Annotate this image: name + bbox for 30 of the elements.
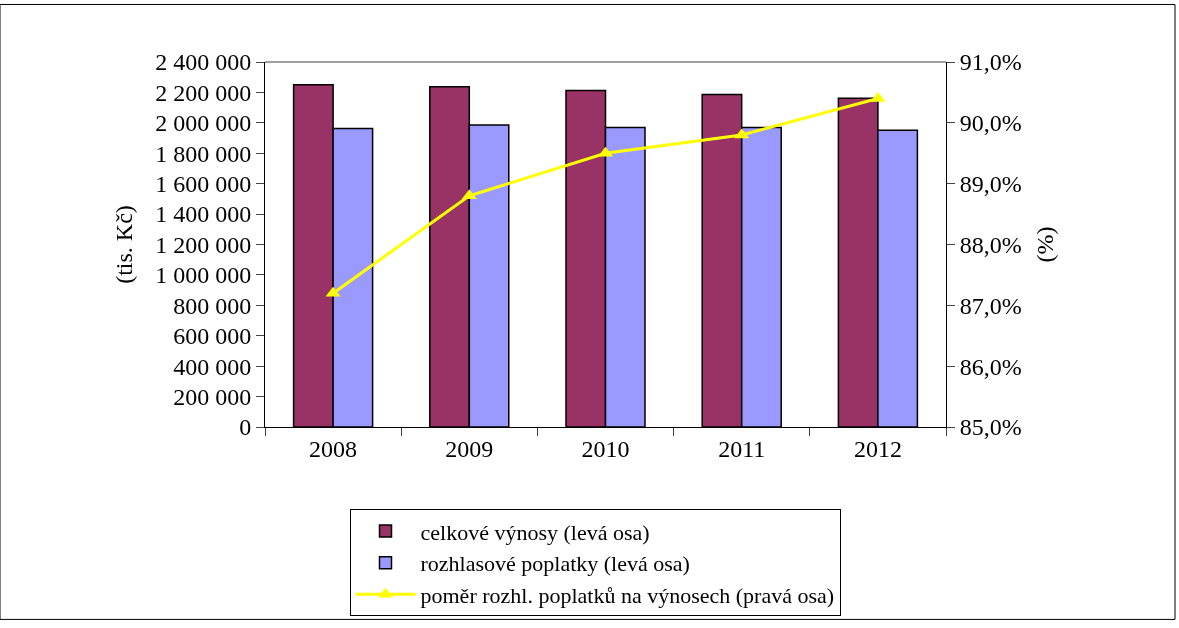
y2-tick-label: 91,0% — [959, 49, 1022, 76]
y-tick-label: 600 000 — [173, 323, 252, 350]
y2-tick-label: 86,0% — [959, 353, 1022, 380]
y-tick-label: 1 800 000 — [155, 140, 252, 167]
y-tick-label: 1 200 000 — [155, 231, 252, 258]
y2-tick-label: 87,0% — [959, 292, 1022, 319]
x-tick-label: 2011 — [718, 435, 766, 462]
legend-label: celkové výnosy (levá osa) — [420, 519, 650, 545]
y-tick-label: 800 000 — [173, 292, 252, 319]
y2-axis-title: (%) — [1032, 226, 1059, 263]
y2-tick-label: 85,0% — [959, 414, 1022, 441]
legend-label: poměr rozhl. poplatků na výnosech (pravá osa) — [420, 582, 835, 608]
y-tick-label: 1 600 000 — [155, 171, 252, 198]
y-tick-label: 400 000 — [173, 353, 252, 380]
y-tick-label: 2 000 000 — [155, 110, 252, 137]
y-tick-label: 1 400 000 — [155, 201, 252, 228]
y2-tick-label: 90,0% — [959, 110, 1022, 137]
legend-label: rozhlasové poplatky (levá osa) — [420, 551, 690, 577]
y-tick-label: 2 200 000 — [155, 79, 252, 106]
y-tick-label: 2 400 000 — [155, 49, 252, 76]
y2-tick-label: 89,0% — [959, 171, 1022, 198]
x-tick-label: 2010 — [581, 435, 630, 462]
y-tick-label: 200 000 — [173, 383, 252, 410]
x-tick-label: 2008 — [309, 435, 358, 462]
y2-tick-label: 88,0% — [959, 231, 1022, 258]
y-tick-label: 1 000 000 — [155, 262, 252, 289]
x-tick-label: 2009 — [445, 435, 494, 462]
x-tick-label: 2012 — [853, 435, 902, 462]
y-axis-title: (tis. Kč) — [111, 205, 138, 284]
y-tick-label: 0 — [239, 414, 252, 441]
